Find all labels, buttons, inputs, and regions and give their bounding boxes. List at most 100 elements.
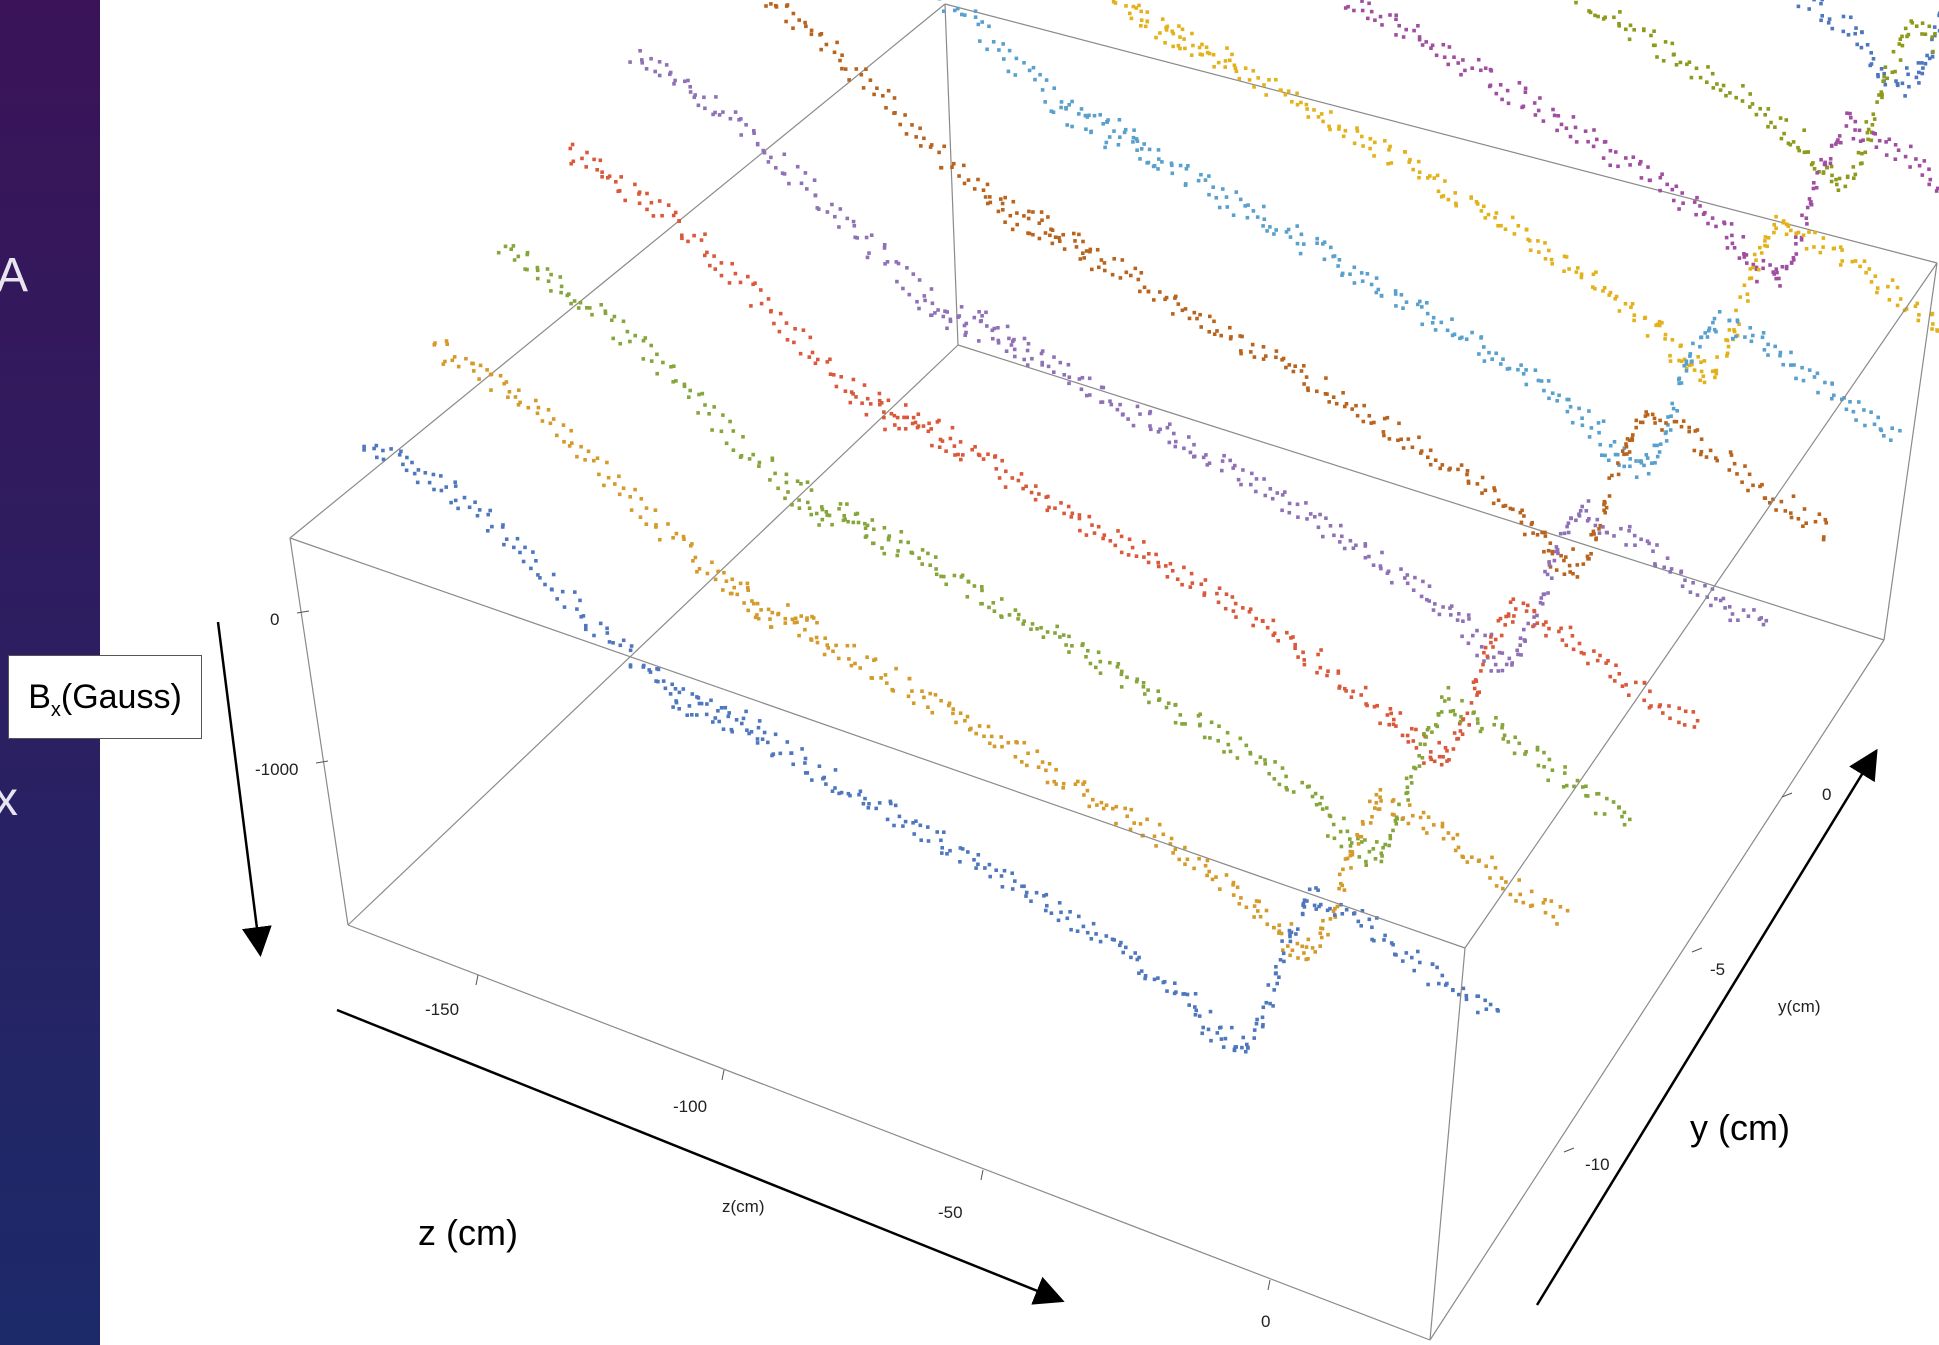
data-point [1521, 372, 1526, 376]
data-point [785, 3, 790, 7]
data-point [851, 219, 856, 224]
series-9 [1574, 0, 1937, 192]
data-point [1819, 18, 1823, 23]
data-point [1231, 466, 1235, 470]
data-point [1829, 179, 1834, 184]
data-point [449, 500, 453, 505]
data-point [873, 657, 878, 661]
data-point [1668, 428, 1673, 432]
data-point [1628, 524, 1632, 529]
data-point [1689, 75, 1694, 80]
data-point [1385, 415, 1390, 420]
data-point [1849, 15, 1853, 20]
data-point [362, 444, 366, 449]
data-point [1250, 342, 1255, 347]
data-point [1261, 345, 1266, 349]
data-point [1612, 534, 1616, 538]
data-point [1000, 885, 1005, 889]
data-point [871, 541, 876, 546]
data-point [1373, 806, 1377, 810]
data-point [1228, 325, 1232, 330]
data-point [861, 801, 866, 806]
data-point [1234, 190, 1239, 194]
data-point [728, 419, 732, 424]
data-point [603, 309, 608, 313]
data-point [1763, 243, 1767, 248]
data-point [1027, 209, 1031, 214]
data-point [1646, 165, 1650, 169]
data-point [1001, 42, 1005, 46]
data-point [1751, 265, 1755, 270]
data-point [1345, 829, 1350, 834]
data-point [731, 448, 736, 452]
data-point [786, 603, 790, 607]
data-point [1002, 57, 1006, 61]
data-point [1732, 246, 1737, 250]
data-point [1743, 335, 1747, 339]
data-point [1378, 788, 1383, 792]
data-point [1921, 66, 1925, 70]
data-point [1389, 711, 1393, 716]
data-point [1818, 250, 1823, 255]
data-point [1359, 834, 1364, 839]
data-point [1437, 754, 1442, 759]
data-point [1197, 856, 1201, 861]
data-point [1869, 410, 1873, 414]
data-point [830, 202, 834, 207]
data-point [973, 15, 978, 19]
data-point [791, 26, 795, 30]
data-point [1088, 249, 1092, 254]
data-point [926, 429, 931, 434]
data-point [1233, 463, 1237, 468]
data-point [1262, 217, 1267, 221]
data-point [1274, 965, 1278, 969]
data-point [1617, 21, 1621, 26]
data-point [1784, 264, 1789, 269]
data-point [617, 492, 622, 497]
data-point [1000, 744, 1004, 749]
data-point [1667, 704, 1671, 708]
data-point [1013, 73, 1018, 77]
data-point [1379, 851, 1384, 856]
data-point [1480, 491, 1484, 495]
data-point [1234, 69, 1239, 74]
data-point [985, 182, 990, 187]
data-point [960, 847, 965, 851]
data-point [724, 441, 729, 446]
data-point [1655, 322, 1660, 327]
data-point [1273, 760, 1277, 764]
data-point [680, 233, 684, 238]
data-point [1058, 360, 1063, 365]
data-point [695, 695, 699, 699]
data-point [1234, 1045, 1238, 1049]
data-point [1378, 721, 1382, 726]
data-point [1773, 125, 1777, 129]
data-point [1741, 84, 1745, 88]
data-point [1486, 212, 1491, 217]
data-point [1575, 563, 1580, 567]
data-point [805, 618, 809, 622]
data-point [1660, 321, 1664, 325]
data-point [1848, 400, 1852, 404]
data-point [1510, 661, 1514, 665]
data-point [827, 513, 832, 518]
data-point [1825, 165, 1829, 170]
data-point [895, 553, 900, 558]
data-point [1470, 66, 1474, 70]
data-point [980, 588, 984, 593]
data-point [928, 145, 933, 149]
data-point [1379, 799, 1383, 803]
data-point [1713, 369, 1718, 373]
data-point [1821, 537, 1826, 542]
data-point [1112, 257, 1116, 261]
data-point [1081, 924, 1086, 929]
data-point [1483, 633, 1487, 638]
data-point [1591, 272, 1596, 277]
data-point [1426, 982, 1430, 987]
data-point [1475, 653, 1479, 658]
data-point [1507, 656, 1512, 661]
data-point [1103, 268, 1107, 273]
data-point [700, 391, 705, 396]
data-point [628, 648, 633, 653]
data-point [1690, 362, 1694, 367]
